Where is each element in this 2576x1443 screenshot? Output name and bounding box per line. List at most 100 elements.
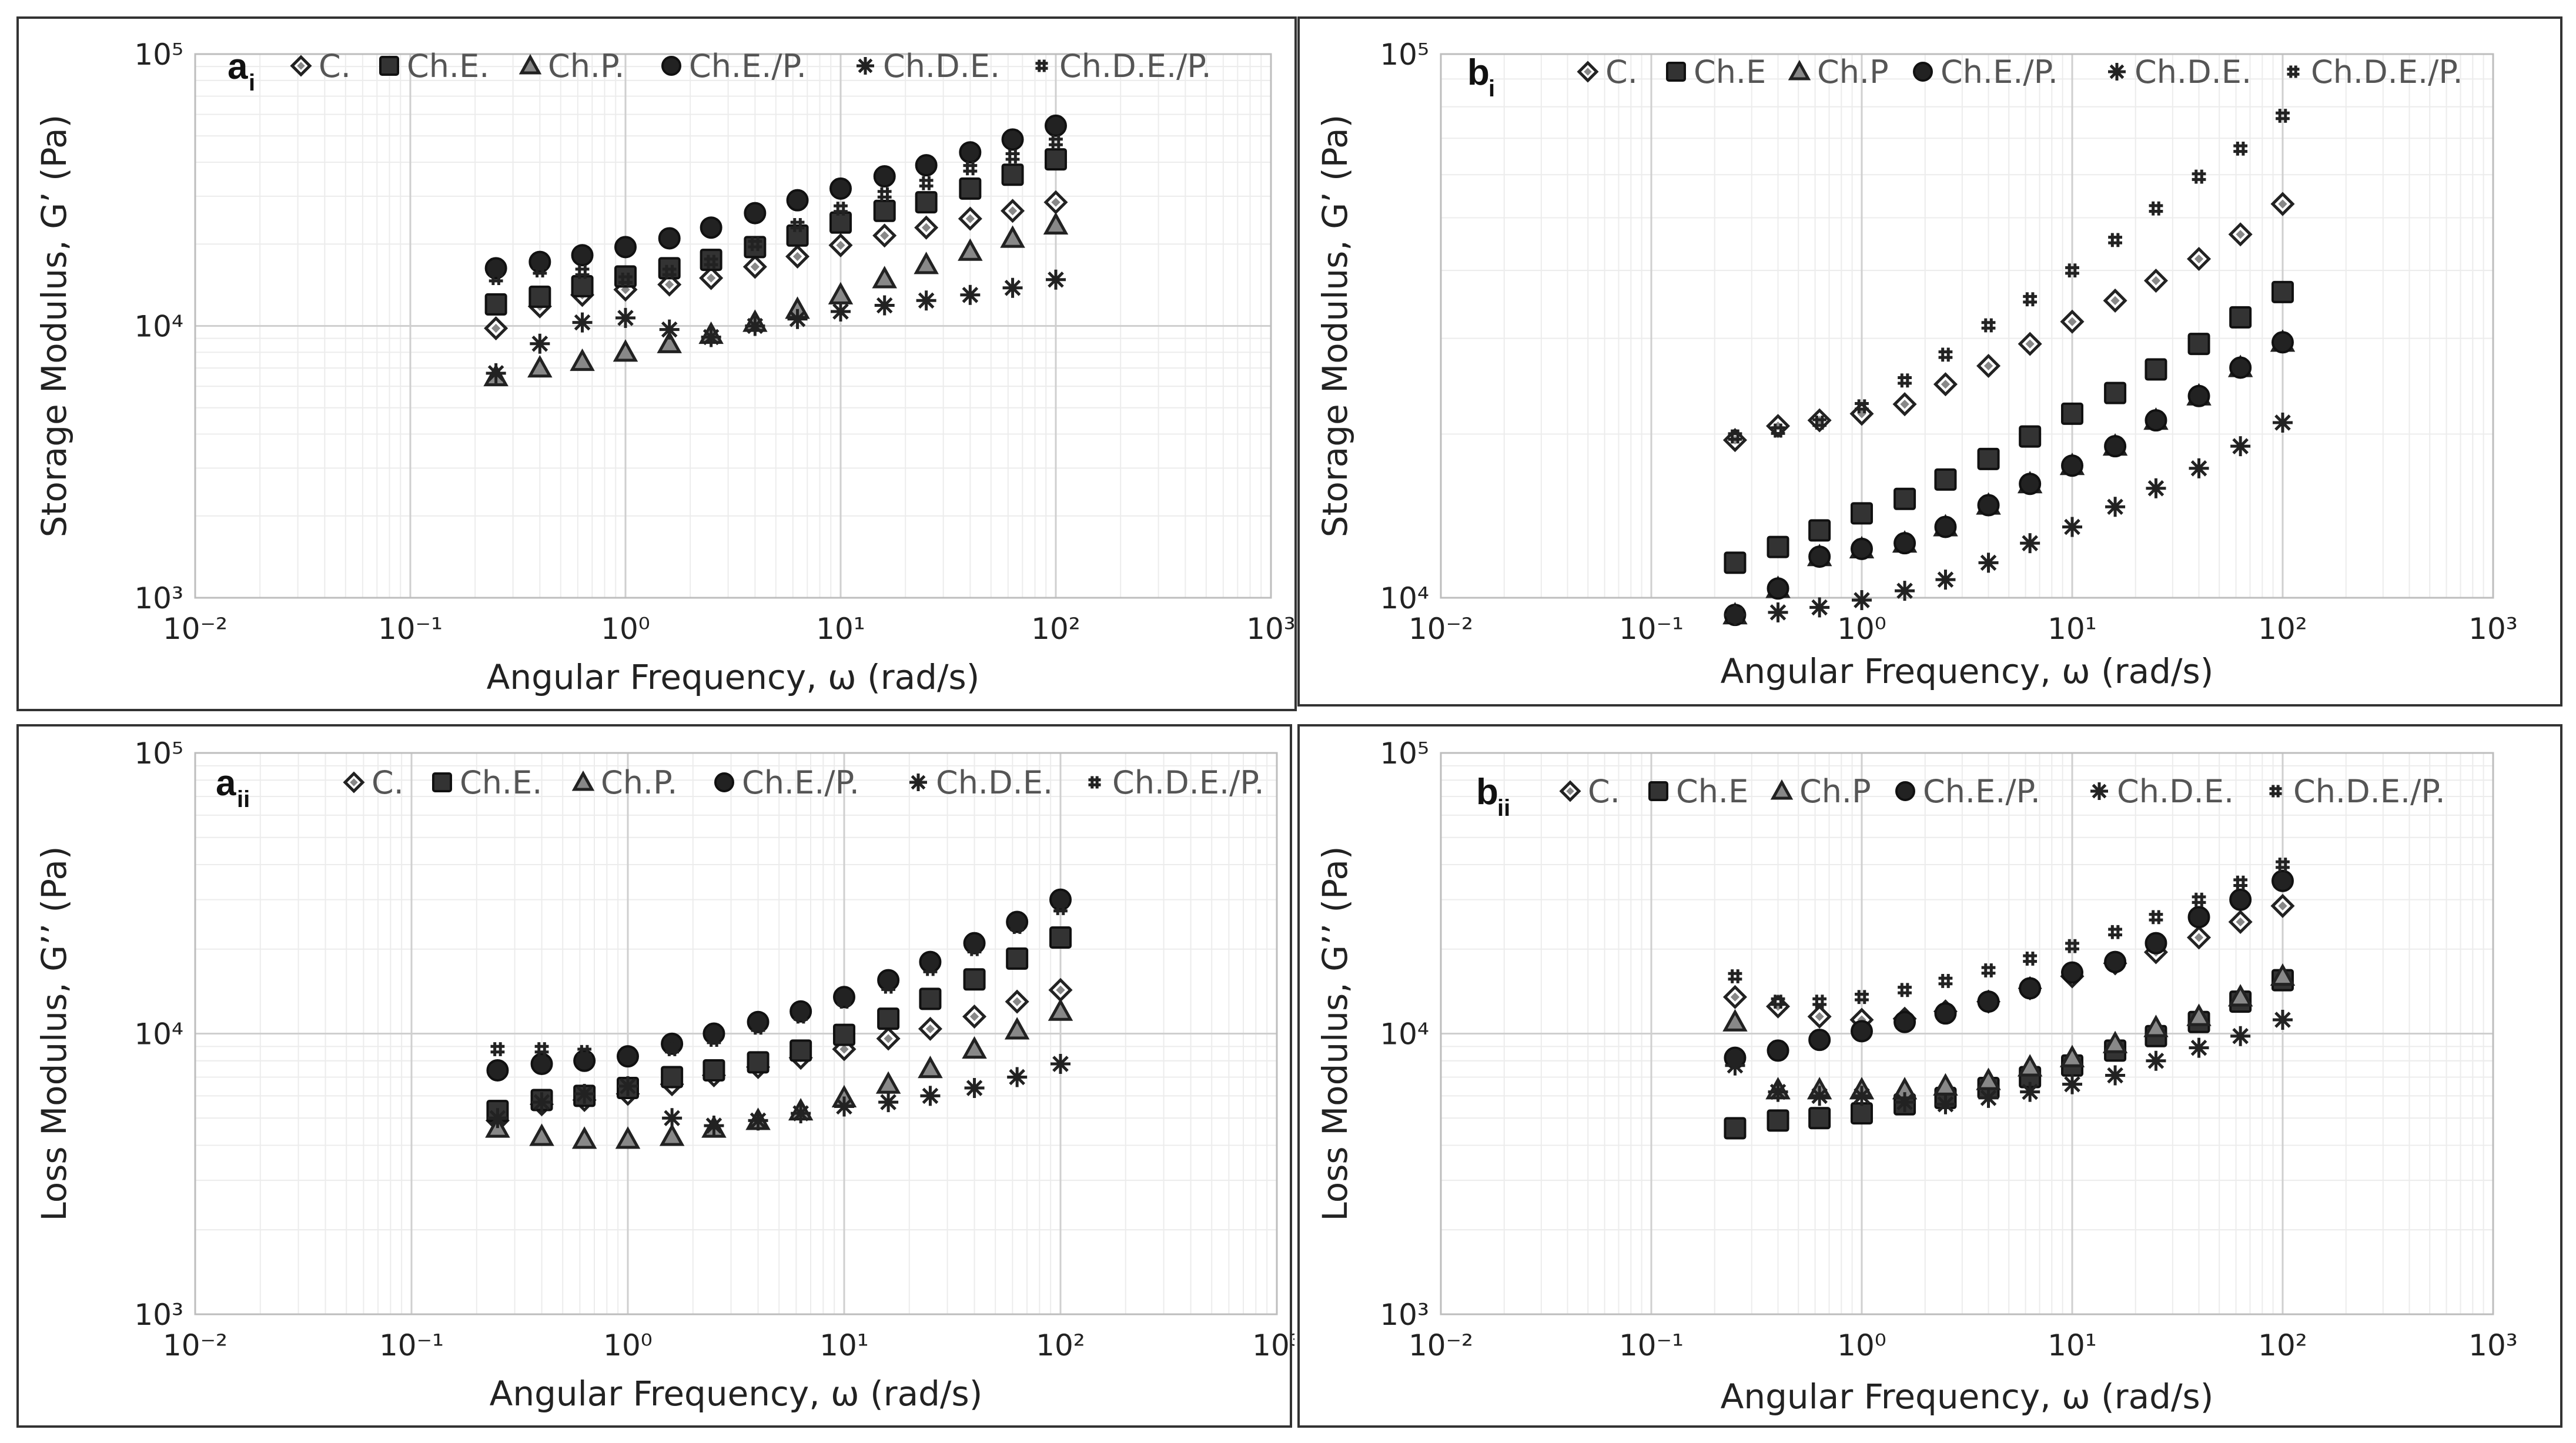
legend-marker-ch-d-e-p	[2287, 65, 2300, 78]
data-point	[2061, 402, 2083, 425]
data-point	[2019, 977, 2042, 1000]
y-tick-label: 10⁴	[1380, 581, 1429, 615]
plot-area	[194, 53, 1272, 599]
data-point	[2020, 533, 2040, 554]
series-c	[1722, 192, 2295, 453]
data-point	[1767, 535, 1789, 558]
legend-marker-ch-d-e	[909, 774, 927, 791]
legend-label-ch-e-p: Ch.E./P.	[742, 764, 859, 801]
legend-label-ch-e: Ch.E.	[460, 764, 542, 801]
x-tick-label: 10¹	[819, 1328, 869, 1362]
data-point	[2276, 109, 2290, 123]
data-point	[1728, 429, 1742, 444]
data-point	[747, 1051, 770, 1074]
x-tick-label: 10⁻²	[1409, 1328, 1473, 1362]
data-point	[1852, 1086, 1872, 1106]
legend-label-ch-e-p: Ch.E./P.	[689, 48, 807, 85]
data-point	[1724, 551, 1747, 574]
data-point	[789, 1039, 812, 1062]
data-point	[1051, 1054, 1070, 1074]
data-point	[2229, 306, 2252, 329]
data-point	[1046, 269, 1066, 290]
x-tick-label: 10⁻²	[163, 612, 228, 646]
legend-marker-ch-e	[1648, 781, 1668, 801]
chart-bii: 10⁻² 10⁻¹ 10⁰ 10¹ 10² 10³ 10³ 10⁴ 10⁵ Angular Fre…	[1315, 736, 2518, 1417]
x-tick-label: 10²	[1036, 1328, 1085, 1362]
legend-label-ch-d-e: Ch.D.E.	[2117, 773, 2234, 810]
data-point	[1004, 1017, 1030, 1040]
data-point	[2062, 1074, 2082, 1094]
legend-label-ch-e-p: Ch.E./P.	[1923, 773, 2040, 810]
data-point	[920, 1086, 941, 1106]
legend-label-c: C.	[319, 48, 351, 85]
legend-label-ch-e: Ch.E	[1694, 53, 1766, 91]
data-point	[490, 1042, 505, 1056]
series-ch-d-e	[1725, 1009, 2293, 1114]
data-point	[1981, 318, 1996, 333]
series-ch-d-e	[486, 269, 1066, 383]
data-point	[665, 1042, 680, 1056]
panel-bi: 10⁻² 10⁻¹ 10⁰ 10¹ 10² 10³ 10⁴ 10⁵ Angular Freque…	[1297, 16, 2562, 707]
data-point	[967, 942, 982, 956]
data-point	[1851, 537, 1873, 560]
data-point	[2189, 458, 2209, 478]
data-point	[872, 266, 897, 289]
x-tick-label: 10⁰	[601, 612, 650, 646]
legend-label-ch-d-e: Ch.D.E.	[2135, 53, 2252, 91]
data-point	[2017, 1054, 2043, 1077]
data-point	[2187, 384, 2210, 407]
x-tick-label: 10⁻¹	[378, 612, 443, 646]
grid	[194, 53, 1272, 599]
data-point	[958, 238, 983, 261]
legend-label-ch-p: Ch.P	[1799, 773, 1871, 810]
data-point	[1808, 519, 1831, 542]
series-ch-d-e-p	[1728, 109, 2290, 444]
data-point	[1768, 1082, 1788, 1102]
data-point	[963, 161, 978, 176]
data-point	[1977, 990, 2000, 1013]
data-point	[1002, 277, 1023, 298]
data-point	[487, 1108, 508, 1129]
x-tick-label: 10³	[2468, 612, 2518, 646]
data-point	[484, 293, 507, 316]
x-tick-label: 10¹	[816, 612, 865, 646]
data-point	[617, 1045, 639, 1068]
series-ch-e-p	[1724, 869, 2294, 1069]
data-point	[1851, 502, 1873, 525]
data-point	[571, 274, 594, 297]
legend-marker-ch-e-p	[1913, 62, 1933, 82]
data-point	[615, 1126, 641, 1149]
data-point	[574, 1084, 595, 1104]
data-point	[1812, 416, 1827, 430]
data-point	[923, 962, 938, 976]
legend-marker-ch-p	[518, 53, 542, 75]
data-point	[873, 199, 896, 222]
data-point	[657, 330, 682, 353]
data-point	[1767, 1109, 1789, 1132]
data-point	[572, 312, 593, 333]
x-tick-label: 10⁻²	[163, 1328, 228, 1362]
data-point	[2270, 963, 2296, 986]
data-point	[702, 1022, 725, 1045]
data-point	[2271, 280, 2294, 303]
data-point	[2102, 1030, 2128, 1053]
data-point	[834, 1096, 854, 1117]
data-point	[1935, 570, 1956, 590]
data-point	[1768, 602, 1788, 622]
data-point	[878, 1092, 899, 1113]
data-point	[1001, 163, 1024, 186]
data-point	[2271, 869, 2294, 892]
data-point	[659, 1123, 685, 1146]
legend-marker-ch-e	[1666, 62, 1686, 82]
data-point	[2065, 263, 2079, 277]
data-point	[1043, 212, 1069, 235]
data-point	[1855, 990, 1869, 1005]
panel-label: b	[1476, 772, 1498, 812]
x-tick-label: 10⁻¹	[379, 1328, 444, 1362]
y-axis-title: Loss Modulus, G’’ (Pa)	[1315, 846, 1355, 1221]
data-point	[2145, 409, 2167, 432]
legend-marker-ch-d-e	[2108, 63, 2126, 81]
data-point	[614, 236, 637, 259]
legend-marker-ch-d-e-p	[2269, 785, 2282, 798]
data-point	[918, 1056, 943, 1079]
